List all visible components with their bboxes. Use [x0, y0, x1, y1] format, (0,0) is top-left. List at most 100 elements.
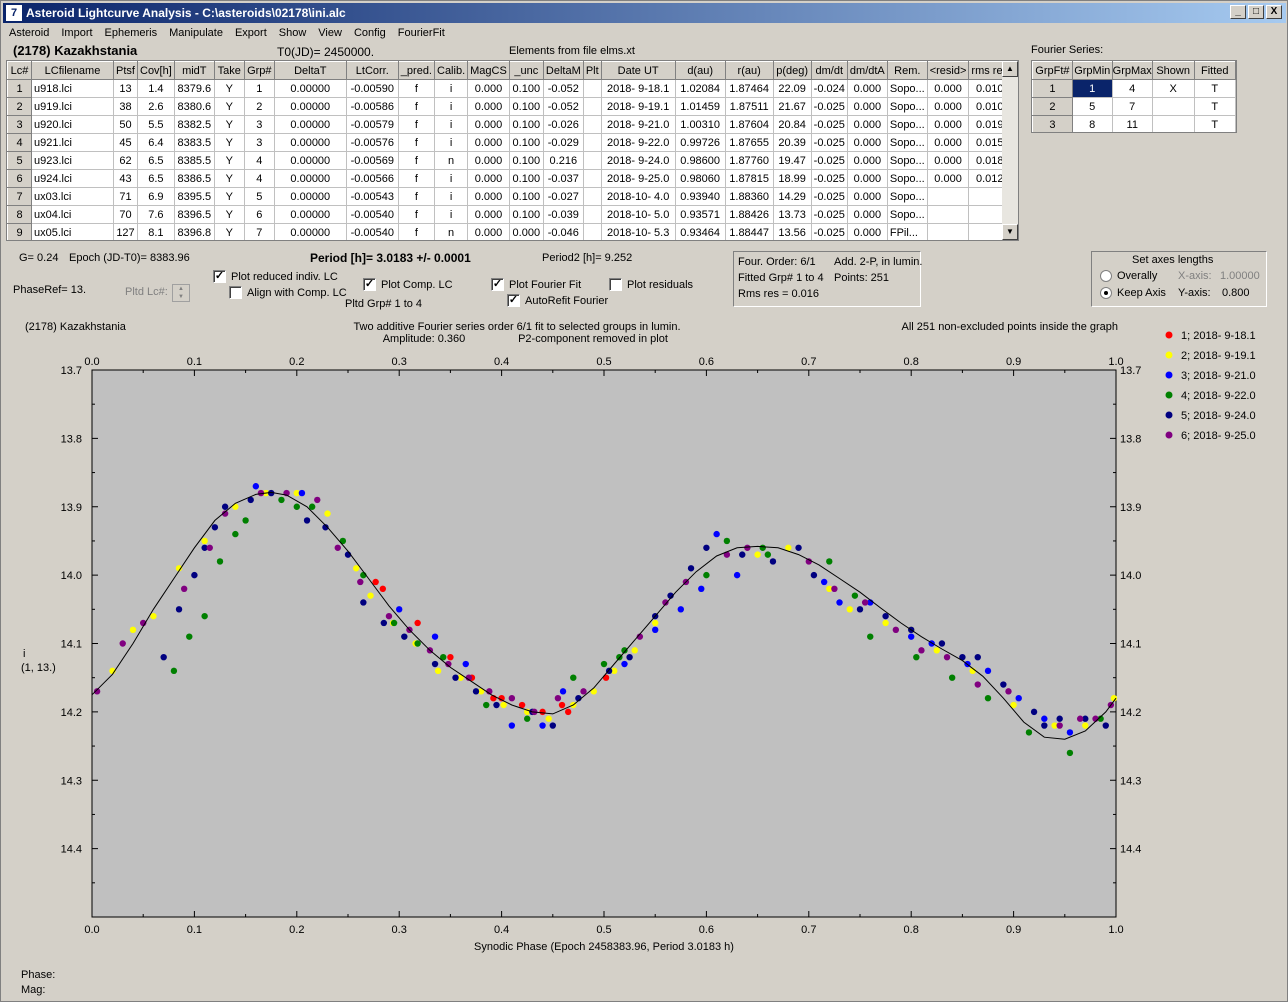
table-row[interactable]: 9 ux05.lci 127 8.1 8396.8 Y 7 0.00000 -0.00540 f n…	[7, 223, 1012, 240]
fourier-row[interactable]: 3 8 11 T	[1032, 115, 1236, 132]
column-header[interactable]: dm/dtA	[846, 61, 888, 80]
table-cell[interactable]: -0.025	[811, 115, 848, 134]
table-cell[interactable]: 22.09	[773, 79, 812, 98]
table-cell[interactable]: -0.025	[811, 97, 848, 116]
table-cell[interactable]: 2018-10- 5.3	[601, 223, 676, 240]
table-row[interactable]: 2 u919.lci 38 2.6 8380.6 Y 2 0.00000 -0.00586 f i 0…	[7, 97, 1012, 116]
table-cell[interactable]: 0.000	[927, 115, 970, 134]
table-row[interactable]: 5 u923.lci 62 6.5 8385.5 Y 4 0.00000 -0.00569 f n 0…	[7, 151, 1012, 170]
table-cell[interactable]	[583, 151, 602, 170]
table-cell[interactable]: -0.027	[543, 187, 584, 206]
table-cell[interactable]: Y	[214, 97, 245, 116]
table-cell[interactable]	[583, 97, 602, 116]
table-cell[interactable]: 4	[244, 151, 275, 170]
table-cell[interactable]: 1.87604	[725, 115, 774, 134]
scroll-down-icon[interactable]: ▼	[1002, 224, 1018, 240]
table-cell[interactable]: 20.39	[773, 133, 812, 152]
table-cell[interactable]: -0.029	[543, 133, 584, 152]
table-cell[interactable]: 0.000	[847, 223, 888, 240]
menu-asteroid[interactable]: Asteroid	[9, 27, 50, 39]
table-cell[interactable]: i	[434, 169, 469, 188]
table-cell[interactable]: 13.73	[773, 205, 812, 224]
table-cell[interactable]: 1.87511	[725, 97, 774, 116]
table-cell[interactable]: 0.100	[509, 79, 544, 98]
table-cell[interactable]: 1.88447	[725, 223, 774, 240]
table-cell[interactable]: 0.100	[509, 115, 544, 134]
table-cell[interactable]: Sopo...	[887, 79, 928, 98]
table-cell[interactable]: 0.000	[847, 151, 888, 170]
table-cell[interactable]	[583, 133, 602, 152]
column-header[interactable]: Date UT	[600, 61, 676, 80]
table-cell[interactable]: 0.000	[847, 133, 888, 152]
table-cell[interactable]	[583, 79, 602, 98]
table-cell[interactable]: 0.00000	[274, 133, 347, 152]
table-cell[interactable]: -0.00569	[346, 151, 399, 170]
table-row[interactable]: 3 u920.lci 50 5.5 8382.5 Y 3 0.00000 -0.00579 f i 0…	[7, 115, 1012, 134]
table-cell[interactable]: 0.000	[467, 115, 510, 134]
table-cell[interactable]: 1.87464	[725, 79, 774, 98]
table-cell[interactable]: 2018-10- 4.0	[601, 187, 676, 206]
table-cell[interactable]: Sopo...	[887, 97, 928, 116]
column-header[interactable]: Cov[h]	[137, 61, 175, 80]
fourier-column-header[interactable]: GrpFt#	[1032, 61, 1073, 80]
table-cell[interactable]: Y	[214, 223, 245, 240]
table-row[interactable]: 7 ux03.lci 71 6.9 8395.5 Y 5 0.00000 -0.00543 f i 0…	[7, 187, 1012, 206]
table-cell[interactable]: f	[398, 133, 436, 152]
table-cell[interactable]: 4	[7, 133, 32, 152]
table-cell[interactable]: 0.93571	[675, 205, 726, 224]
table-row[interactable]: 1 u918.lci 13 1.4 8379.6 Y 1 0.00000 -0.00590 f i 0…	[7, 79, 1012, 98]
table-cell[interactable]: 2018- 9-21.0	[601, 115, 676, 134]
table-cell[interactable]: ux04.lci	[31, 205, 114, 224]
table-cell[interactable]: i	[434, 97, 469, 116]
table-cell[interactable]: 2.6	[137, 97, 175, 116]
table-cell[interactable]: -0.026	[543, 115, 584, 134]
fourier-cell[interactable]: 11	[1112, 115, 1153, 132]
table-cell[interactable]: 2	[7, 97, 32, 116]
table-cell[interactable]: 45	[113, 133, 138, 152]
table-cell[interactable]: 0.000	[847, 97, 888, 116]
table-cell[interactable]: 5.5	[137, 115, 175, 134]
table-cell[interactable]: 0.000	[509, 223, 544, 240]
table-cell[interactable]: 20.84	[773, 115, 812, 134]
plot-comp-checkbox[interactable]: ✓ Plot Comp. LC	[363, 278, 453, 291]
table-cell[interactable]: 0.000	[467, 97, 510, 116]
table-cell[interactable]: 0.010	[968, 97, 1012, 116]
table-cell[interactable]: 0.000	[847, 205, 888, 224]
column-header[interactable]: Calib.	[433, 61, 469, 80]
fourier-cell[interactable]: 5	[1072, 97, 1113, 116]
table-cell[interactable]: 71	[113, 187, 138, 206]
fourier-cell[interactable]: T	[1194, 79, 1236, 98]
table-cell[interactable]: i	[434, 115, 469, 134]
overally-radio[interactable]: Overally	[1100, 270, 1157, 282]
table-cell[interactable]: 19.47	[773, 151, 812, 170]
column-header[interactable]: LtCorr.	[345, 61, 399, 80]
table-cell[interactable]: 1	[7, 79, 32, 98]
table-cell[interactable]: 8383.5	[174, 133, 215, 152]
table-cell[interactable]: Sopo...	[887, 169, 928, 188]
table-cell[interactable]: 62	[113, 151, 138, 170]
table-cell[interactable]: 3	[244, 115, 275, 134]
menu-show[interactable]: Show	[278, 27, 307, 39]
menu-config[interactable]: Config	[353, 27, 386, 39]
table-cell[interactable]: 13	[113, 79, 138, 98]
table-cell[interactable]: Y	[214, 79, 245, 98]
table-cell[interactable]	[583, 205, 602, 224]
table-cell[interactable]: 8386.5	[174, 169, 215, 188]
table-cell[interactable]: 2018- 9-25.0	[601, 169, 676, 188]
table-cell[interactable]: 0.93464	[675, 223, 726, 240]
fourier-cell[interactable]	[1152, 97, 1195, 116]
fourier-cell[interactable]: X	[1152, 79, 1195, 98]
column-header[interactable]: Ptsf	[113, 61, 138, 80]
table-cell[interactable]: Sopo...	[887, 151, 928, 170]
column-header[interactable]: Plt	[582, 61, 602, 80]
fourier-cell[interactable]: T	[1194, 97, 1236, 116]
scroll-up-icon[interactable]: ▲	[1002, 61, 1018, 77]
lightcurve-table[interactable]: Lc# LCfilename Ptsf Cov[h] midT Take Grp# Delta…	[6, 60, 1019, 241]
table-cell[interactable]: -0.025	[811, 133, 848, 152]
fourier-cell[interactable]: 3	[1032, 115, 1073, 132]
table-cell[interactable]: 2018- 9-24.0	[601, 151, 676, 170]
table-cell[interactable]: Y	[214, 115, 245, 134]
pltd-lc-spinner[interactable]: ▲ ▼	[172, 284, 190, 302]
